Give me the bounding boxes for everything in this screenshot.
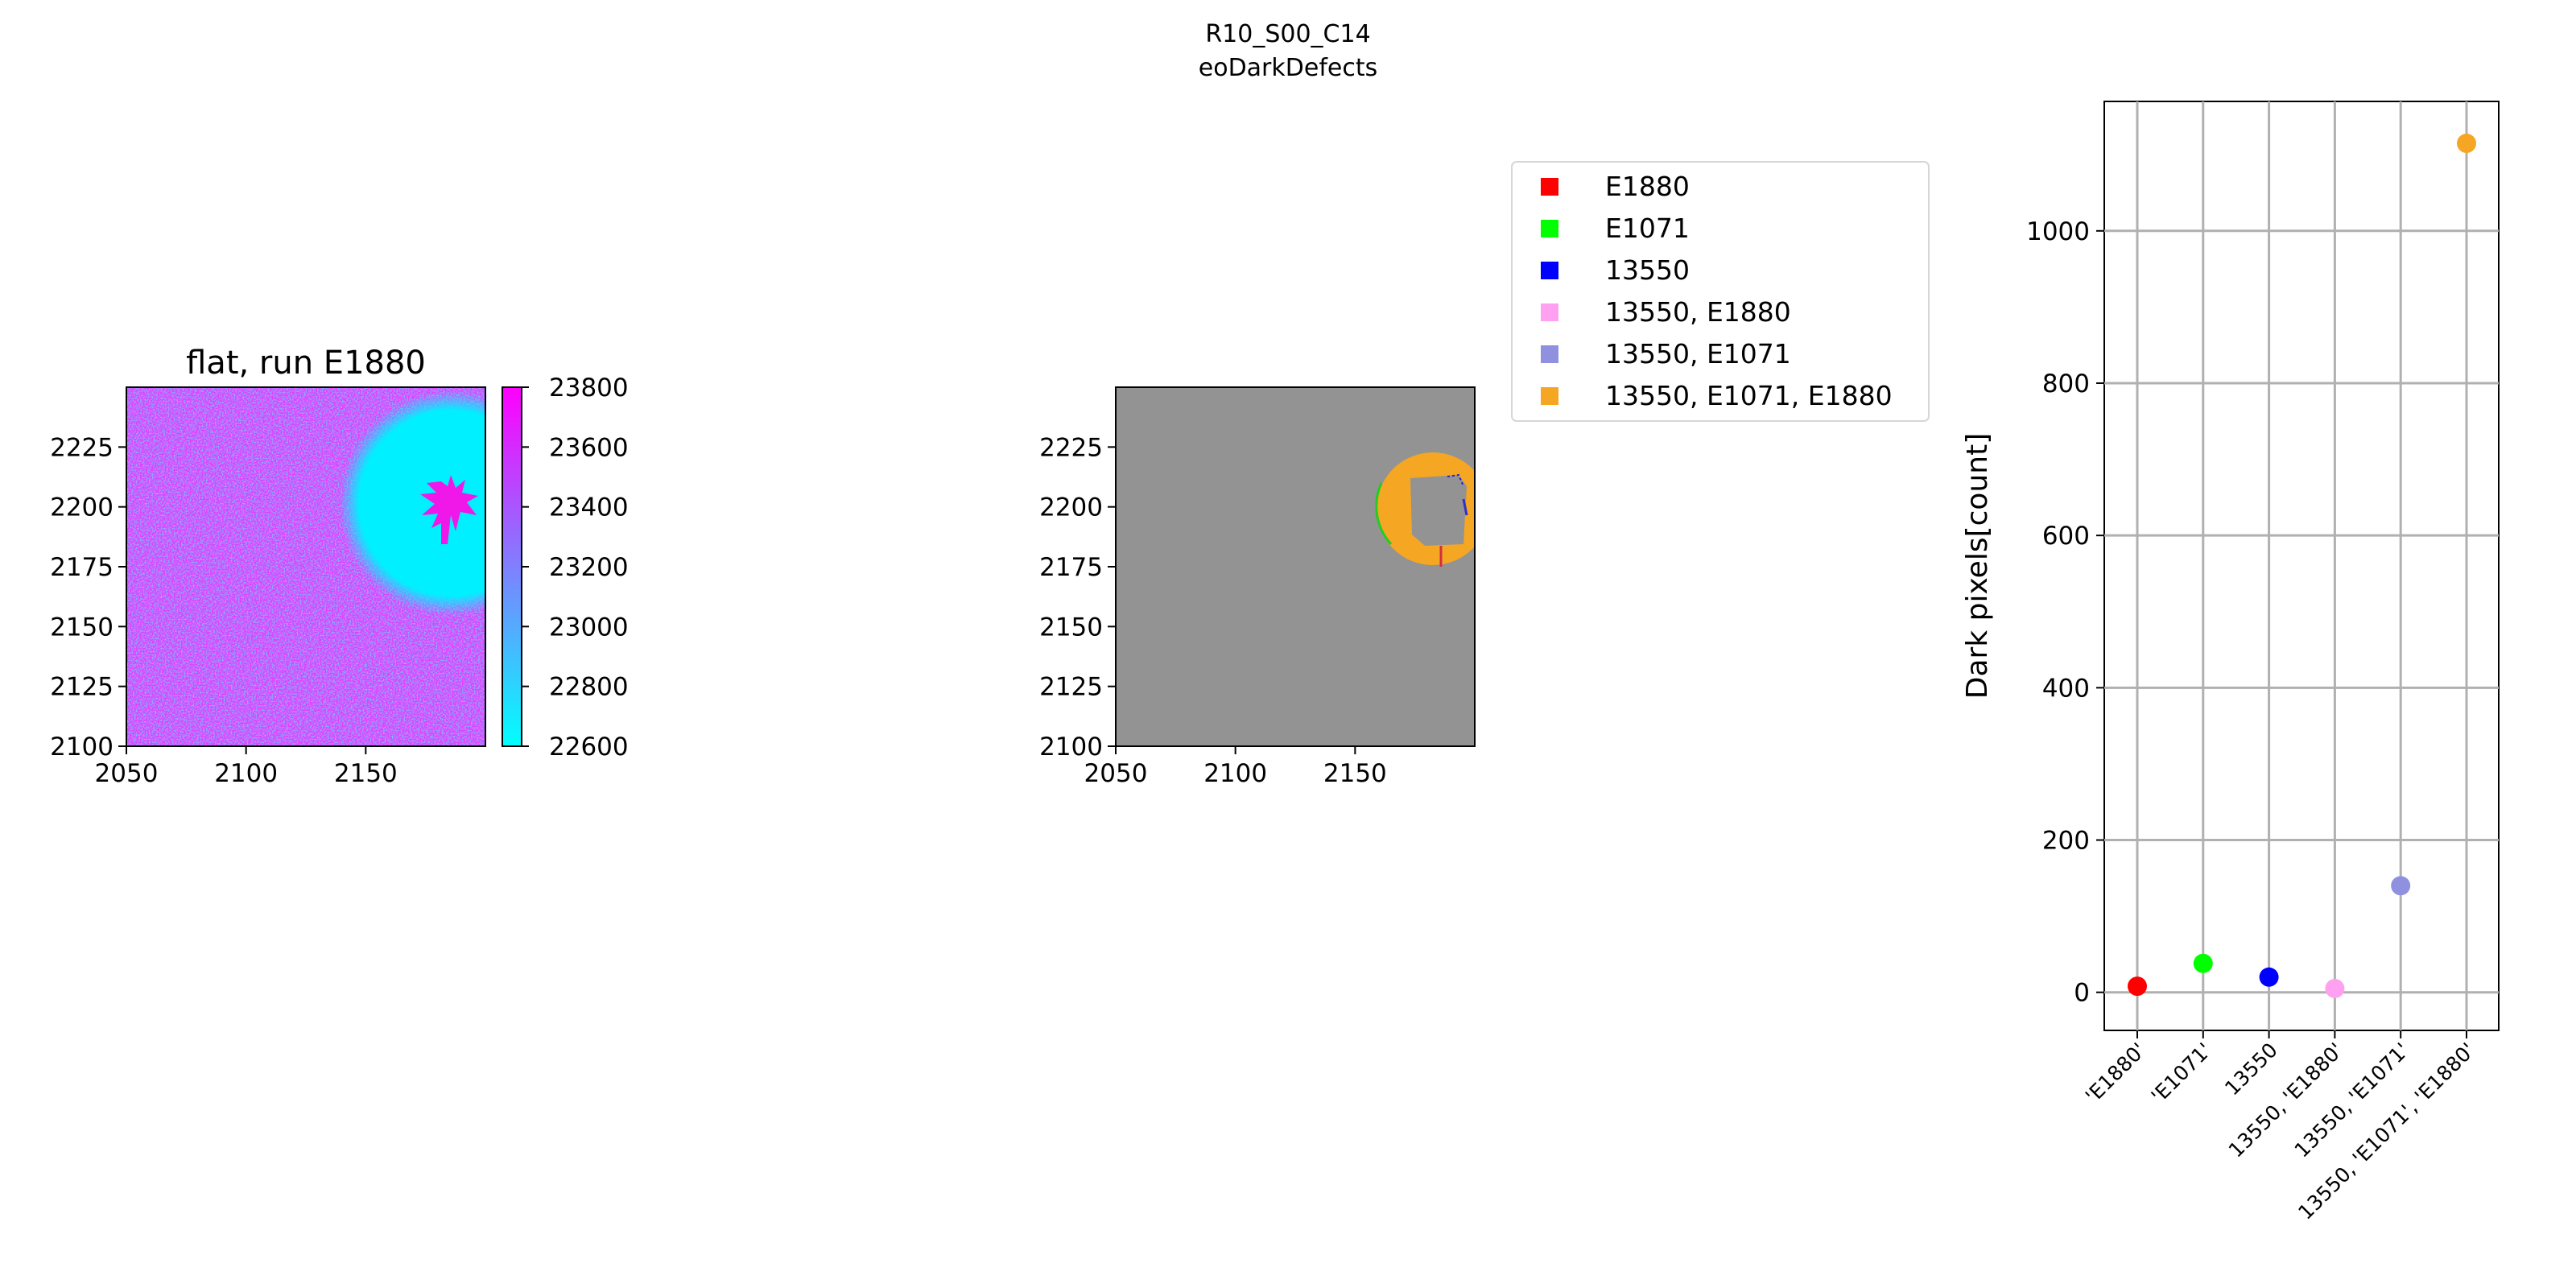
legend-frame (1511, 161, 1930, 422)
legend-swatch (1541, 345, 1558, 363)
scatter-x-tick-label: 'E1880' (2081, 1038, 2150, 1108)
scatter-y-tick-label: 600 (2042, 522, 2090, 551)
defect-mask-y-tick-label: 2225 (1039, 433, 1103, 462)
colorbar-tick-label: 23200 (549, 553, 629, 582)
defect-mask-hole (1410, 475, 1467, 546)
colorbar-tick-label: 22600 (549, 733, 629, 762)
scatter-x-tick-label: 13550, 'E1880' (2224, 1038, 2348, 1162)
scatter-y-tick-label: 400 (2042, 674, 2090, 703)
legend-label: 13550, E1071 (1605, 338, 1791, 369)
legend-swatch (1541, 303, 1558, 321)
defect-mask-y-tick-label: 2175 (1039, 553, 1103, 582)
defect-mask-x-tick-label: 2100 (1203, 759, 1267, 788)
scatter-frame (2103, 101, 2500, 1031)
flat-image-colorbar (502, 386, 522, 747)
colorbar-tick-label: 22800 (549, 673, 629, 702)
flat-image-x-tick-label: 2100 (214, 759, 278, 788)
scatter-point (2457, 134, 2476, 154)
flat-image-y-tick-label: 2125 (50, 673, 114, 702)
defect-mask-y-tick-label: 2100 (1039, 733, 1103, 762)
scatter-point (2259, 967, 2279, 987)
colorbar-tick-label: 23800 (549, 374, 629, 402)
flat-image-spot (339, 390, 485, 616)
legend-label: 13550, E1071, E1880 (1605, 380, 1893, 411)
flat-image-map (126, 387, 485, 746)
scatter-point (2128, 976, 2147, 997)
flat-image-x-tick-label: 2050 (95, 759, 159, 788)
scatter-y-tick-label: 1000 (2026, 217, 2090, 246)
defect-mask-y-tick-label: 2200 (1039, 493, 1103, 522)
legend-label: E1071 (1605, 213, 1690, 244)
flat-image-panel: flat, run E1880 2050 2100 2150 21002125215… (50, 345, 629, 788)
defect-mask-y-tick-label: 2125 (1039, 673, 1103, 702)
legend-label: 13550 (1605, 254, 1690, 286)
legend-swatch (1541, 262, 1558, 279)
figure-suptitle-line2: eoDarkDefects (1199, 54, 1377, 82)
legend-swatch (1541, 387, 1558, 405)
flat-image-y-tick-label: 2175 (50, 553, 114, 582)
scatter-x-tick-label: 13550 (2220, 1038, 2282, 1100)
defect-mask-x-tick-label: 2150 (1323, 759, 1387, 788)
legend-label: E1880 (1605, 171, 1690, 202)
defect-mask-ring-edge (1375, 482, 1393, 546)
scatter-x-tick-label: 13550, 'E1071' (2290, 1038, 2414, 1162)
colorbar-tick-label: 23000 (549, 613, 629, 642)
legend-swatch (1541, 178, 1558, 196)
defect-mask-y-tick-label: 2150 (1039, 613, 1103, 642)
scatter-y-tick-label: 200 (2042, 827, 2090, 856)
flat-image-y-tick-label: 2100 (50, 733, 114, 762)
flat-image-y-tick-label: 2225 (50, 433, 114, 462)
scatter-y-tick-label: 0 (2074, 979, 2090, 1008)
flat-image-y-tick-label: 2150 (50, 613, 114, 642)
scatter-point (2193, 953, 2213, 973)
flat-image-title: flat, run E1880 (186, 345, 426, 382)
legend-label: 13550, E1880 (1605, 296, 1791, 328)
flat-image-defect (420, 475, 478, 544)
legend-swatch (1541, 220, 1558, 237)
colorbar-tick-label: 23400 (549, 493, 629, 522)
defect-mask-x-tick-label: 2050 (1084, 759, 1148, 788)
defect-mask-map (1116, 387, 1475, 746)
scatter-point (2391, 876, 2411, 896)
colorbar-tick-label: 23600 (549, 433, 629, 462)
figure-suptitle-line1: R10_S00_C14 (1205, 20, 1370, 48)
flat-image-x-tick-label: 2150 (334, 759, 398, 788)
scatter-point (2325, 978, 2345, 998)
flat-image-y-tick-label: 2200 (50, 493, 114, 522)
dark-pixels-scatter-panel: 0 200 400 600 800 1000 'E1880''E1071' 13550135… (1961, 101, 2500, 1224)
scatter-y-tick-label: 800 (2042, 369, 2090, 398)
defect-legend: E1880 E1071 13550 13550, E1880 13550, E1071 1… (1511, 161, 1930, 422)
scatter-x-tick-label: 'E1071' (2147, 1038, 2216, 1108)
scatter-y-axis-label: Dark pixels[count] (1961, 433, 1994, 700)
